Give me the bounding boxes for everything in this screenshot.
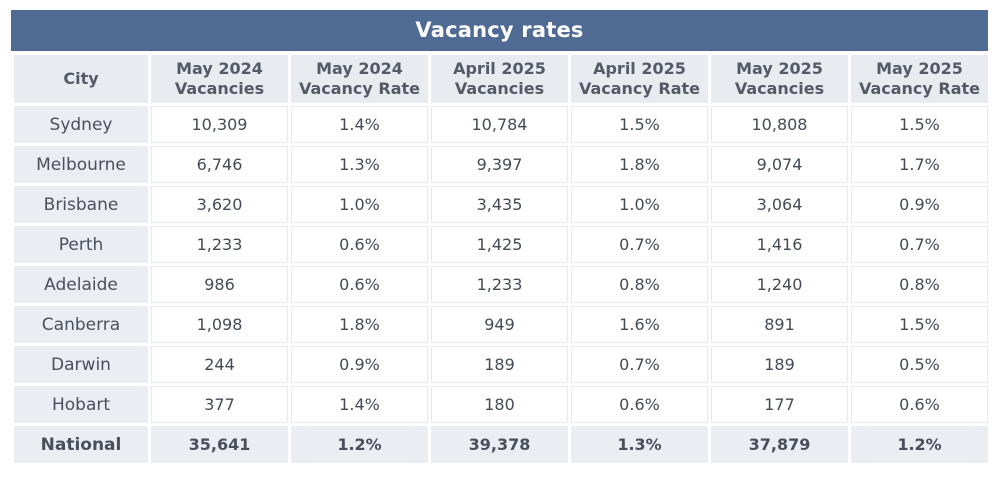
cell-may-2024-rate: 1.4% xyxy=(288,103,431,146)
table-row: Sydney 10,309 1.4% 10,784 1.5% 10,808 1.5% xyxy=(11,103,991,146)
header-city: City xyxy=(11,52,151,106)
cell-city: Melbourne xyxy=(11,143,151,186)
table-row: Darwin 244 0.9% 189 0.7% 189 0.5% xyxy=(11,343,991,386)
cell-city: Hobart xyxy=(11,383,151,426)
cell-may-2024-vacancies: 6,746 xyxy=(148,143,291,186)
cell-april-2025-rate: 1.6% xyxy=(568,303,711,346)
cell-may-2024-rate: 1.0% xyxy=(288,183,431,226)
cell-april-2025-vacancies: 1,233 xyxy=(428,263,571,306)
vacancy-table-card: Vacancy rates City May 2024 Vacancies May… xyxy=(11,10,991,466)
cell-may-2024-rate: 0.6% xyxy=(288,263,431,306)
table-title: Vacancy rates xyxy=(11,10,988,51)
cell-may-2024-rate: 1.4% xyxy=(288,383,431,426)
header-may-2024-vacancies: May 2024 Vacancies xyxy=(148,52,291,106)
cell-city: Darwin xyxy=(11,343,151,386)
cell-april-2025-vacancies: 1,425 xyxy=(428,223,571,266)
total-cell-may-2024-rate: 1.2% xyxy=(288,423,431,466)
cell-may-2024-vacancies: 377 xyxy=(148,383,291,426)
total-cell-may-2025-vacancies: 37,879 xyxy=(708,423,851,466)
cell-april-2025-vacancies: 3,435 xyxy=(428,183,571,226)
cell-may-2025-rate: 1.7% xyxy=(848,143,991,186)
cell-april-2025-rate: 1.5% xyxy=(568,103,711,146)
cell-april-2025-rate: 0.8% xyxy=(568,263,711,306)
header-may-2025-vacancies: May 2025 Vacancies xyxy=(708,52,851,106)
cell-may-2024-vacancies: 3,620 xyxy=(148,183,291,226)
cell-may-2025-rate: 1.5% xyxy=(848,103,991,146)
table-row: Hobart 377 1.4% 180 0.6% 177 0.6% xyxy=(11,383,991,426)
cell-may-2025-rate: 0.5% xyxy=(848,343,991,386)
cell-april-2025-rate: 0.7% xyxy=(568,223,711,266)
total-cell-april-2025-rate: 1.3% xyxy=(568,423,711,466)
cell-may-2024-rate: 1.3% xyxy=(288,143,431,186)
cell-april-2025-vacancies: 180 xyxy=(428,383,571,426)
cell-city: Perth xyxy=(11,223,151,266)
cell-city: Canberra xyxy=(11,303,151,346)
table-row: Adelaide 986 0.6% 1,233 0.8% 1,240 0.8% xyxy=(11,263,991,306)
cell-april-2025-vacancies: 9,397 xyxy=(428,143,571,186)
cell-april-2025-vacancies: 10,784 xyxy=(428,103,571,146)
vacancy-rates-table: City May 2024 Vacancies May 2024 Vacancy R… xyxy=(11,52,991,466)
cell-may-2024-vacancies: 244 xyxy=(148,343,291,386)
table-body: Sydney 10,309 1.4% 10,784 1.5% 10,808 1.5% Melb… xyxy=(11,103,991,466)
cell-may-2025-rate: 0.8% xyxy=(848,263,991,306)
cell-may-2024-rate: 0.9% xyxy=(288,343,431,386)
cell-april-2025-rate: 1.8% xyxy=(568,143,711,186)
table-row: Brisbane 3,620 1.0% 3,435 1.0% 3,064 0.9% xyxy=(11,183,991,226)
cell-april-2025-rate: 0.6% xyxy=(568,383,711,426)
cell-may-2025-vacancies: 189 xyxy=(708,343,851,386)
cell-may-2024-rate: 1.8% xyxy=(288,303,431,346)
cell-may-2025-rate: 0.6% xyxy=(848,383,991,426)
cell-may-2025-vacancies: 1,416 xyxy=(708,223,851,266)
cell-city: Sydney xyxy=(11,103,151,146)
header-may-2024-rate: May 2024 Vacancy Rate xyxy=(288,52,431,106)
cell-may-2025-vacancies: 177 xyxy=(708,383,851,426)
cell-may-2025-vacancies: 891 xyxy=(708,303,851,346)
header-row: City May 2024 Vacancies May 2024 Vacancy R… xyxy=(11,52,991,106)
table-row: Perth 1,233 0.6% 1,425 0.7% 1,416 0.7% xyxy=(11,223,991,266)
cell-may-2024-vacancies: 1,233 xyxy=(148,223,291,266)
cell-may-2025-vacancies: 9,074 xyxy=(708,143,851,186)
total-row: National 35,641 1.2% 39,378 1.3% 37,879 1.2% xyxy=(11,423,991,466)
header-april-2025-rate: April 2025 Vacancy Rate xyxy=(568,52,711,106)
cell-april-2025-vacancies: 189 xyxy=(428,343,571,386)
table-row: Canberra 1,098 1.8% 949 1.6% 891 1.5% xyxy=(11,303,991,346)
table-row: Melbourne 6,746 1.3% 9,397 1.8% 9,074 1.7% xyxy=(11,143,991,186)
cell-may-2024-vacancies: 10,309 xyxy=(148,103,291,146)
total-cell-may-2024-vacancies: 35,641 xyxy=(148,423,291,466)
cell-may-2024-vacancies: 1,098 xyxy=(148,303,291,346)
total-cell-may-2025-rate: 1.2% xyxy=(848,423,991,466)
cell-city: Adelaide xyxy=(11,263,151,306)
total-cell-city: National xyxy=(11,423,151,466)
header-april-2025-vacancies: April 2025 Vacancies xyxy=(428,52,571,106)
cell-may-2024-vacancies: 986 xyxy=(148,263,291,306)
header-may-2025-rate: May 2025 Vacancy Rate xyxy=(848,52,991,106)
cell-may-2025-rate: 1.5% xyxy=(848,303,991,346)
cell-may-2025-vacancies: 1,240 xyxy=(708,263,851,306)
cell-april-2025-vacancies: 949 xyxy=(428,303,571,346)
cell-april-2025-rate: 1.0% xyxy=(568,183,711,226)
cell-may-2025-rate: 0.9% xyxy=(848,183,991,226)
cell-city: Brisbane xyxy=(11,183,151,226)
cell-may-2024-rate: 0.6% xyxy=(288,223,431,266)
cell-april-2025-rate: 0.7% xyxy=(568,343,711,386)
cell-may-2025-rate: 0.7% xyxy=(848,223,991,266)
total-cell-april-2025-vacancies: 39,378 xyxy=(428,423,571,466)
cell-may-2025-vacancies: 3,064 xyxy=(708,183,851,226)
cell-may-2025-vacancies: 10,808 xyxy=(708,103,851,146)
